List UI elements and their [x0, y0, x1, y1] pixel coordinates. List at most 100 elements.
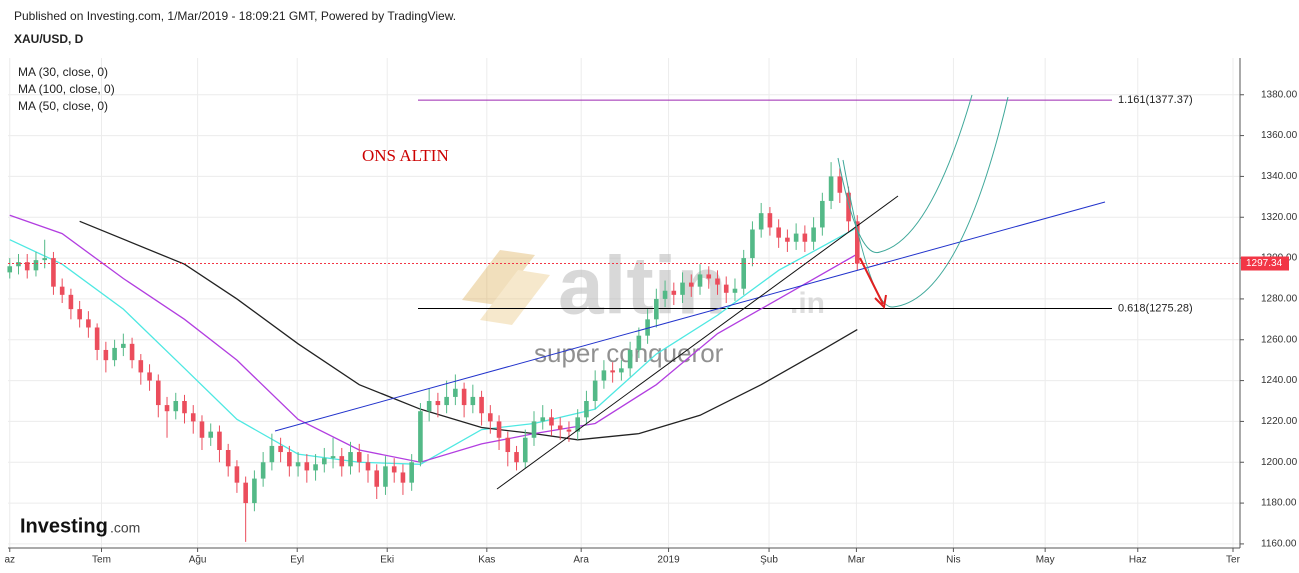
- moving-average-line: [79, 220, 858, 441]
- candle-body: [470, 396, 476, 406]
- candle-body: [636, 335, 642, 350]
- x-tick-label: Eki: [380, 555, 394, 566]
- candle-body: [260, 462, 266, 479]
- candle-body: [121, 343, 126, 348]
- candle-body: [426, 401, 432, 412]
- candle-body: [688, 282, 694, 287]
- candle-body: [182, 401, 187, 414]
- legend-entry: MA (30, close, 0): [18, 65, 108, 79]
- y-tick-label: 1280.00: [1261, 294, 1298, 305]
- candle-body: [348, 452, 353, 467]
- candle-body: [820, 200, 825, 228]
- candle-body: [208, 431, 214, 438]
- legend: MA (30, close, 0) MA (100, close, 0) MA (5…: [18, 65, 115, 113]
- logo-suffix: .com: [110, 520, 140, 536]
- candle-body: [732, 288, 738, 293]
- candle-body: [785, 237, 790, 242]
- projection-curve: [837, 94, 973, 254]
- candle-body: [793, 233, 799, 242]
- candle-body: [488, 413, 493, 422]
- candle-body: [365, 462, 371, 471]
- candle-body: [313, 464, 318, 471]
- trend-line: [496, 195, 899, 490]
- candle-body: [479, 396, 484, 414]
- candle-body: [802, 233, 808, 242]
- candle-body: [758, 213, 764, 230]
- candle-body: [391, 466, 397, 473]
- y-tick-label: 1180.00: [1261, 498, 1297, 509]
- candle-body: [592, 380, 598, 401]
- x-tick-label: May: [1036, 555, 1055, 566]
- candle-body: [854, 221, 860, 264]
- y-tick-label: 1340.00: [1261, 171, 1298, 182]
- x-tick-label: Tem: [92, 555, 111, 566]
- candle-body: [225, 450, 231, 467]
- candle-body: [409, 462, 414, 483]
- candle-body: [697, 274, 703, 287]
- y-tick-label: 1200.00: [1261, 457, 1298, 468]
- candle-body: [584, 401, 589, 418]
- drawings: [274, 94, 1106, 490]
- candle-body: [112, 347, 117, 361]
- arrow: [859, 257, 884, 305]
- last-price-label: 1297.34: [1246, 258, 1283, 269]
- candle-body: [138, 360, 144, 373]
- candle-body: [278, 445, 283, 453]
- candle-body: [715, 278, 720, 285]
- candle-body: [601, 370, 607, 381]
- candle-body: [77, 309, 82, 320]
- y-tick-label: 1260.00: [1261, 334, 1298, 345]
- candle-body: [94, 327, 100, 350]
- candle-body: [383, 466, 388, 487]
- y-tick-label: 1320.00: [1261, 212, 1298, 223]
- candle-body: [575, 417, 580, 432]
- x-tick-label: Ağu: [189, 555, 207, 566]
- candle-body: [540, 417, 546, 422]
- candle-body: [741, 258, 747, 289]
- candle-body: [522, 437, 528, 463]
- candle-body: [42, 258, 47, 261]
- candle-body: [199, 421, 205, 438]
- axes: 1160.00 1180.00 1200.00 1220.00 1240.00 1260.…: [4, 89, 1297, 565]
- candle-body: [662, 290, 668, 299]
- candle-body: [549, 417, 554, 426]
- x-tick-label: 2019: [657, 555, 680, 566]
- candle-body: [846, 192, 851, 222]
- candle-body: [671, 290, 677, 295]
- projection-curve: [842, 96, 1009, 308]
- candle-body: [706, 274, 712, 279]
- grid: [8, 58, 1240, 548]
- y-tick-label: 1220.00: [1261, 416, 1298, 427]
- candle-body: [304, 462, 310, 471]
- x-tick-label: Nis: [946, 555, 960, 566]
- annotation: ONS ALTIN: [362, 146, 449, 165]
- x-tick-label: Şub: [760, 555, 778, 566]
- candle-body: [330, 456, 336, 459]
- candle-body: [287, 452, 292, 467]
- candle-body: [339, 456, 345, 467]
- legend-entry: MA (50, close, 0): [18, 99, 108, 113]
- candle-body: [435, 401, 441, 406]
- level-label: 1.161(1377.37): [1118, 94, 1193, 106]
- levels: 1.161(1377.37) 0.618(1275.28): [418, 94, 1193, 314]
- last-price-box: [1241, 256, 1289, 271]
- candle-body: [217, 431, 222, 450]
- candle-body: [173, 401, 179, 412]
- candle-body: [505, 437, 511, 453]
- x-tick-label: Kas: [478, 555, 495, 566]
- x-tick-label: Eyl: [290, 555, 304, 566]
- legend-entry: MA (100, close, 0): [18, 82, 115, 96]
- candle-body: [400, 472, 406, 483]
- logo-chevron: [480, 270, 550, 325]
- candle-body: [837, 176, 843, 193]
- subtitle: Published on Investing.com, 1/Mar/2019 -…: [14, 9, 456, 23]
- candle-body: [750, 229, 755, 259]
- watermark-suffix: .in: [790, 287, 825, 320]
- candle-body: [627, 349, 633, 369]
- candle-body: [619, 368, 624, 373]
- candle-body: [147, 372, 152, 381]
- candle-body: [610, 370, 615, 373]
- y-tick-label: 1380.00: [1261, 89, 1298, 100]
- candle-body: [566, 429, 572, 432]
